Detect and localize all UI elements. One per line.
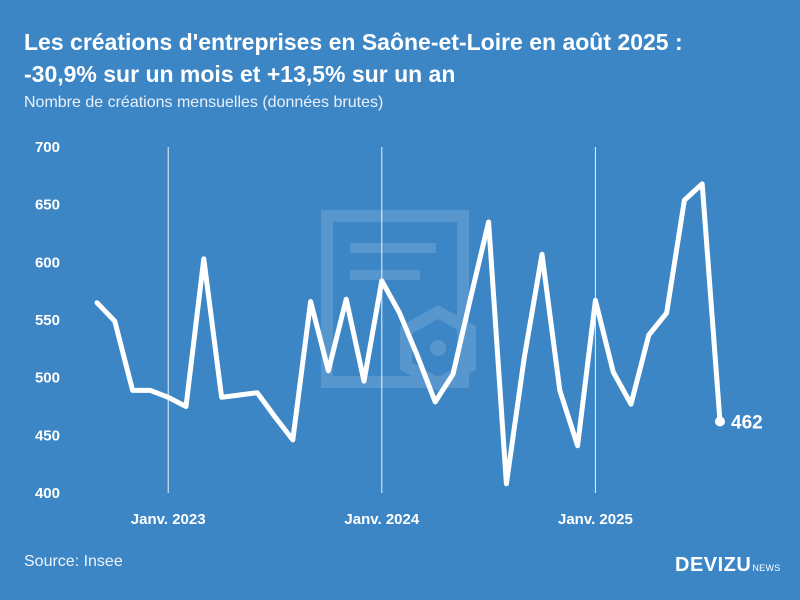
y-tick-label: 600 bbox=[35, 254, 60, 271]
title-line-2: -30,9% sur un mois et +13,5% sur un an bbox=[24, 61, 456, 87]
y-tick-label: 550 bbox=[35, 312, 60, 329]
y-tick-label: 700 bbox=[35, 139, 60, 156]
x-tick-label: Janv. 2023 bbox=[131, 511, 206, 528]
x-tick-label: Janv. 2024 bbox=[344, 511, 419, 528]
title-line-1: Les créations d'entreprises en Saône-et-… bbox=[24, 29, 683, 55]
series-line bbox=[94, 181, 723, 487]
x-axis-ticks: Janv. 2023 Janv. 2024 Janv. 2025 bbox=[131, 511, 633, 528]
y-tick-label: 650 bbox=[35, 197, 60, 214]
chart-subtitle: Nombre de créations mensuelles (données … bbox=[24, 94, 384, 111]
y-tick-label: 400 bbox=[35, 485, 60, 502]
end-value-label: 462 bbox=[731, 412, 763, 433]
document-watermark-icon bbox=[321, 210, 476, 391]
source-note: Source: Insee bbox=[24, 553, 123, 570]
x-tick-label: Janv. 2025 bbox=[558, 511, 633, 528]
y-axis-ticks: 400 450 500 550 600 650 700 bbox=[35, 139, 60, 502]
brand-logo: DEVIZUNEWS bbox=[675, 554, 781, 577]
y-tick-label: 450 bbox=[35, 427, 60, 444]
y-tick-label: 500 bbox=[35, 370, 60, 387]
end-point-marker bbox=[715, 416, 725, 427]
chart-title: Les créations d'entreprises en Saône-et-… bbox=[24, 26, 784, 90]
brand-suffix: NEWS bbox=[752, 563, 781, 573]
brand-name: DEVIZU bbox=[675, 554, 752, 576]
